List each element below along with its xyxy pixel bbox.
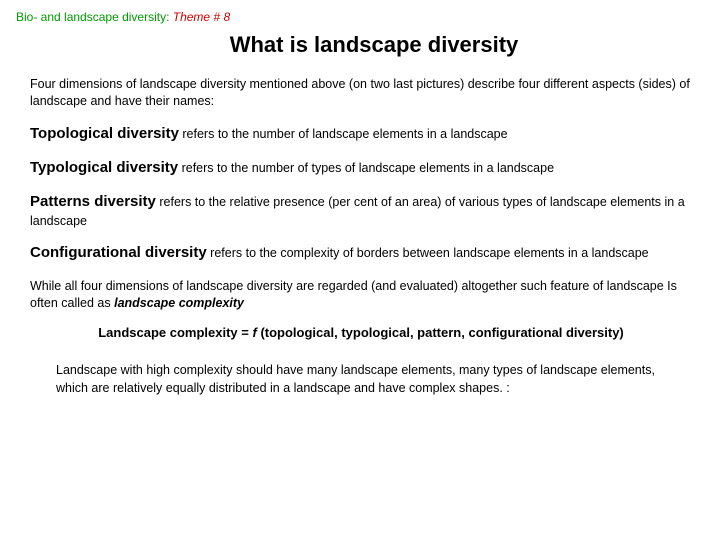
term-label: Topological diversity [30, 125, 179, 142]
formula-lhs: Landscape complexity [98, 325, 241, 340]
closing-paragraph: While all four dimensions of landscape d… [30, 278, 692, 312]
definition-topological: Topological diversity refers to the numb… [30, 124, 692, 144]
definition-typological: Typological diversity refers to the numb… [30, 158, 692, 178]
page-title: What is landscape diversity [16, 32, 692, 58]
note-text: Landscape with high complexity should ha… [56, 363, 655, 395]
complexity-formula: Landscape complexity = f (topological, t… [30, 325, 692, 340]
breadcrumb: Bio- and landscape diversity: Theme # 8 [16, 10, 692, 24]
term-label: Patterns diversity [30, 193, 156, 210]
definition-patterns: Patterns diversity refers to the relativ… [30, 192, 692, 229]
intro-paragraph: Four dimensions of landscape diversity m… [30, 76, 692, 110]
term-desc: refers to the number of landscape elemen… [179, 127, 508, 141]
formula-eq: = [241, 325, 252, 340]
formula-args: (topological, typological, pattern, conf… [260, 325, 623, 340]
term-desc: refers to the complexity of borders betw… [207, 246, 649, 260]
definition-configurational: Configurational diversity refers to the … [30, 243, 692, 263]
closing-emphasis: landscape complexity [114, 296, 244, 310]
note-box: Landscape with high complexity should ha… [56, 362, 680, 397]
breadcrumb-theme: Theme # 8 [173, 10, 230, 24]
term-label: Typological diversity [30, 159, 178, 176]
content-body: Four dimensions of landscape diversity m… [30, 76, 692, 397]
breadcrumb-topic: Bio- and landscape diversity: [16, 10, 173, 24]
term-desc: refers to the number of types of landsca… [178, 161, 554, 175]
term-label: Configurational diversity [30, 244, 207, 261]
